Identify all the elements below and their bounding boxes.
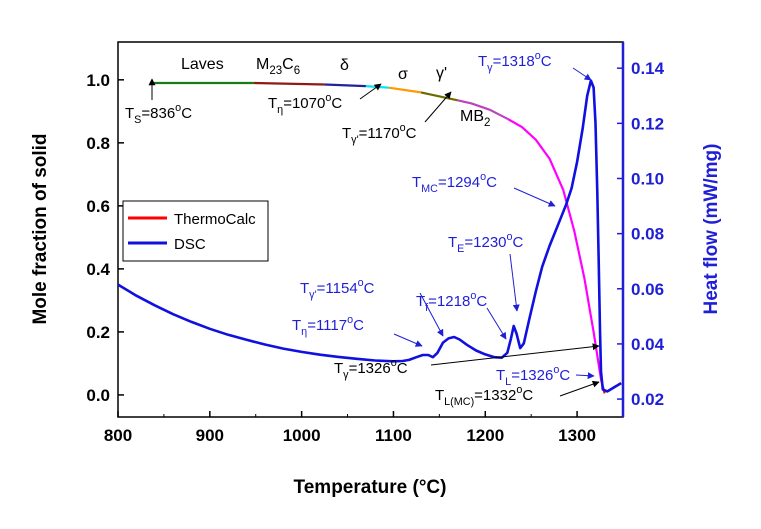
- plot-frame: [117, 41, 625, 418]
- thermocalc-segment: [324, 83, 366, 88]
- arrow-teta-dsc: [393, 333, 423, 347]
- annotation-tlmc: TL(MC)=1332oC: [435, 384, 533, 408]
- legend: ThermoCalc DSC: [122, 200, 269, 262]
- legend-box: [122, 200, 269, 262]
- y-axis-right: 0.02 0.04 0.06 0.08 0.10 0.12 0.14: [617, 59, 665, 409]
- y-left-tick-label: 0.4: [86, 260, 110, 279]
- arrow-teta: [359, 83, 382, 100]
- dsc-line: [117, 79, 622, 393]
- thermocalc-segment: [253, 81, 325, 86]
- x-axis-title: Temperature (°C): [294, 477, 447, 498]
- y-left-tick-label: 0.2: [86, 323, 110, 342]
- x-tick-label: 1300: [558, 426, 596, 445]
- y-left-tick-label: 0.0: [86, 386, 110, 405]
- annotation-tf: Tf=1218oC: [416, 290, 487, 314]
- thermocalc-segment: [507, 118, 603, 380]
- arrow-tg-top: [572, 67, 592, 81]
- phase-label-sigma: σ: [398, 66, 408, 83]
- annotation-te: TE=1230oC: [448, 231, 524, 255]
- phase-label-delta: δ: [340, 57, 349, 74]
- y-left-tick-label: 0.6: [86, 197, 110, 216]
- y-right-tick-label: 0.06: [631, 280, 664, 299]
- y-right-tick-label: 0.02: [631, 390, 664, 409]
- annotation-tgp: Tγ'=1170oC: [342, 122, 417, 146]
- annotation-ts: TS=836oC: [125, 102, 192, 126]
- phase-labels: Laves M23C6 δ σ γ' MB2: [181, 56, 490, 129]
- annotation-tl: TL=1326oC: [496, 364, 570, 388]
- x-tick-label: 1100: [375, 426, 412, 445]
- y-left-tick-label: 0.8: [86, 134, 110, 153]
- arrow-tgp-dsc: [419, 292, 444, 337]
- annotation-tg_top: Tγ=1318oC: [478, 50, 552, 74]
- arrow-tlmc: [559, 380, 600, 397]
- x-tick-label: 800: [104, 426, 132, 445]
- y-left-tick-label: 1.0: [86, 71, 110, 90]
- arrow-te: [509, 253, 520, 312]
- annotation-tmc: TMC=1294oC: [412, 171, 497, 195]
- arrow-tmc: [513, 187, 556, 207]
- y-right-tick-label: 0.12: [631, 114, 664, 133]
- y-axis-right-title: Heat flow (mW/mg): [701, 144, 722, 315]
- y-right-tick-label: 0.14: [631, 59, 665, 78]
- dsc-curve: [117, 79, 622, 393]
- arrow-tf: [486, 307, 507, 340]
- legend-label-dsc: DSC: [174, 236, 206, 253]
- thermocalc-segment: [457, 99, 509, 121]
- phase-label-gammap: γ': [436, 65, 447, 82]
- x-tick-label: 900: [196, 426, 224, 445]
- thermocalc-segment: [388, 86, 422, 94]
- x-axis: 800 900 1000 1100 1200 1300: [104, 411, 596, 445]
- y-right-tick-label: 0.04: [631, 335, 665, 354]
- y-axis-left-title: Mole fraction of solid: [30, 133, 51, 324]
- annotation-tgp_dsc: Tγ'=1154oC: [300, 277, 375, 301]
- phase-label-m23c6: M23C6: [256, 56, 300, 77]
- annotation-tg_bottom: Tγ=1326oC: [334, 357, 408, 381]
- phase-label-mb2: MB2: [460, 108, 490, 129]
- arrow-tg-bottom: [430, 343, 600, 366]
- arrow-tl: [575, 372, 595, 380]
- phase-label-laves: Laves: [181, 56, 224, 73]
- thermocalc-segment: [420, 91, 458, 102]
- annotation-arrows: [148, 67, 600, 397]
- annotation-teta: Tη=1070oC: [268, 92, 342, 116]
- x-tick-label: 1000: [283, 426, 321, 445]
- y-right-tick-label: 0.08: [631, 225, 664, 244]
- x-tick-label: 1200: [466, 426, 504, 445]
- y-axis-left: 0.0 0.2 0.4 0.6 0.8 1.0: [86, 71, 124, 405]
- arrow-tgp: [424, 91, 452, 123]
- y-right-tick-label: 0.10: [631, 169, 664, 188]
- legend-label-thermocalc: ThermoCalc: [174, 211, 256, 228]
- annotation-teta_dsc: Tη=1117oC: [292, 314, 364, 338]
